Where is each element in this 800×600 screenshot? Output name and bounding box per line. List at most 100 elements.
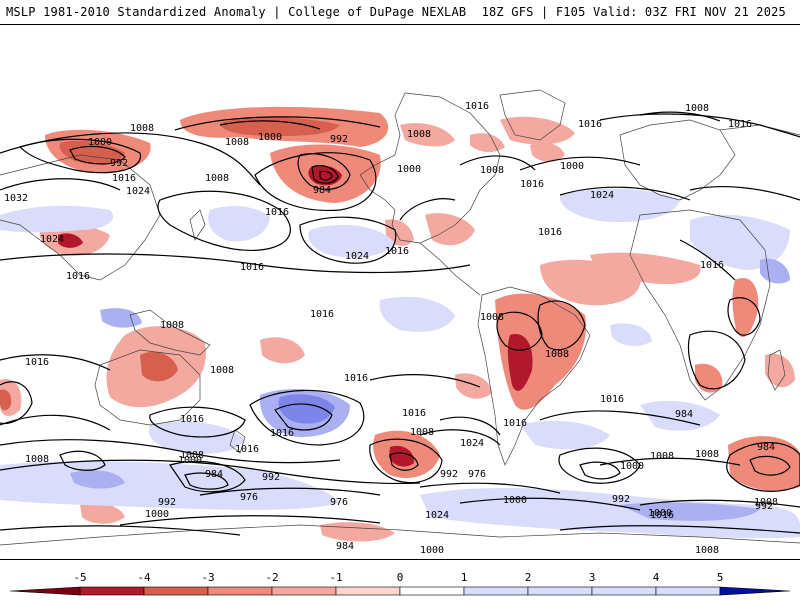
isobar-label: 984: [336, 541, 354, 552]
isobar-contour: [559, 525, 800, 534]
isobar-contour: [0, 525, 241, 536]
isobar-label: 1024: [40, 234, 64, 245]
isobars-layer: [0, 111, 800, 536]
anomaly-region-pos2-49: [100, 308, 142, 328]
isobar-label: 1024: [460, 438, 484, 449]
new-zealand-coastline: [229, 429, 246, 454]
isobar-label: 1016: [180, 414, 204, 425]
isobar-label: 1016: [503, 418, 527, 429]
south-america-coastline: [477, 286, 591, 466]
isobar-label: 984: [205, 469, 223, 480]
colorbar-cell: [591, 586, 657, 596]
isobar-label: 1008: [754, 497, 778, 508]
colorbar-tick-label: 5: [717, 571, 724, 584]
isobar-label: 1000: [560, 161, 584, 172]
isobar-contour: [687, 330, 746, 390]
colorbar-high-extension: [719, 586, 791, 596]
isobar-label: 1016: [240, 262, 264, 273]
anomaly-region-pos1-41: [148, 421, 245, 454]
anomaly-region-neg2-15: [590, 252, 701, 285]
isobar-label: 1016: [265, 207, 289, 218]
africa-coastline: [629, 209, 771, 401]
isobar-label: 1016: [402, 408, 426, 419]
isobar-contour: [579, 461, 621, 480]
isobar-label: 1016: [578, 119, 602, 130]
isobar-contour: [369, 374, 481, 388]
isobar-label: 1008: [685, 103, 709, 114]
colorbar-cell: [655, 586, 721, 596]
anomaly-region-pos1-37: [600, 192, 648, 213]
isobar-contour: [0, 178, 121, 191]
anomaly-region-neg3-17: [695, 363, 723, 393]
isobar-contour: [419, 482, 561, 494]
isobar-contour: [311, 165, 339, 184]
anomaly-region-pos1-47: [420, 488, 800, 539]
isobar-label: 1008: [410, 427, 434, 438]
colorbar-cell: [207, 586, 273, 596]
isobar-label: 1000: [420, 545, 444, 556]
colorbar-tick-label: -2: [265, 571, 278, 584]
isobar-contour: [319, 170, 333, 181]
isobar-contour: [0, 439, 341, 464]
anomaly-region-pos1-38: [690, 214, 790, 270]
isobar-contour: [558, 447, 641, 484]
colorbar-cell: [143, 586, 209, 596]
map-title: MSLP 1981-2010 Standardized Anomaly | Co…: [6, 5, 467, 19]
colorbar-cell: [335, 586, 401, 596]
isobar-contour: [679, 239, 736, 281]
isobar-contour: [184, 472, 229, 490]
isobar-contour: [219, 120, 321, 130]
isobar-contour: [537, 300, 586, 351]
isobar-contour: [254, 152, 377, 212]
anomaly-region-pos1-44: [379, 296, 455, 332]
isobar-contour: [69, 145, 126, 165]
anomaly-region-pos3-40: [278, 394, 335, 424]
isobar-label: 1000: [397, 164, 421, 175]
colorbar-low-extension: [9, 586, 81, 596]
isobar-label: 992: [110, 158, 128, 169]
isobar-label: 1016: [465, 101, 489, 112]
isobar-labels-layer: 1008100099210161024103210241016100810081…: [4, 101, 778, 556]
colorbar-tick-label: -3: [201, 571, 214, 584]
isobar-label: 1008: [25, 454, 49, 465]
isobar-label: 1016: [650, 510, 674, 521]
isobar-label: 1008: [210, 365, 234, 376]
isobar-contour: [0, 459, 421, 485]
isobar-label: 1016: [235, 444, 259, 455]
isobar-contour: [297, 153, 351, 190]
colorbar-tick-label: 2: [525, 571, 532, 584]
antarctica-coastline: [0, 524, 800, 546]
anomaly-region-neg2-28: [80, 503, 125, 524]
anomaly-region-neg5-24: [389, 445, 415, 467]
isobar-contour: [0, 354, 111, 371]
isobar-label: 1000: [503, 495, 527, 506]
isobar-label: 984: [313, 185, 331, 196]
anomaly-region-neg3-25: [728, 436, 800, 491]
isobar-label: 1016: [25, 357, 49, 368]
colorbar-cell: [527, 586, 593, 596]
colorbar-tick-label: 4: [653, 571, 660, 584]
isobar-label: 1024: [590, 190, 614, 201]
isobar-contour: [119, 515, 381, 526]
anomaly-region-pos1-42: [520, 420, 610, 450]
isobar-label: 1000: [145, 509, 169, 520]
isobar-label: 984: [675, 409, 693, 420]
isobar-label: 1000: [620, 461, 644, 472]
isobar-label: 1016: [385, 246, 409, 257]
colorbar-cells: [9, 586, 791, 596]
isobar-label: 1000: [178, 455, 202, 466]
colorbar-tick-label: 3: [589, 571, 596, 584]
colorbar-tick-label: 1: [461, 571, 468, 584]
isobar-contour: [599, 113, 800, 138]
isobar-label: 1000: [258, 132, 282, 143]
isobar-contour: [727, 297, 761, 336]
isobar-label: 992: [755, 501, 773, 512]
madagascar-coastline: [767, 349, 786, 391]
isobar-label: 1016: [520, 179, 544, 190]
japan-coastline: [189, 209, 206, 241]
isobar-contour: [18, 138, 141, 174]
isobar-contour: [539, 410, 701, 426]
anomaly-region-neg2-18: [765, 353, 795, 388]
anomaly-region-neg3-16: [732, 278, 759, 338]
central-america-coastline: [419, 242, 481, 296]
